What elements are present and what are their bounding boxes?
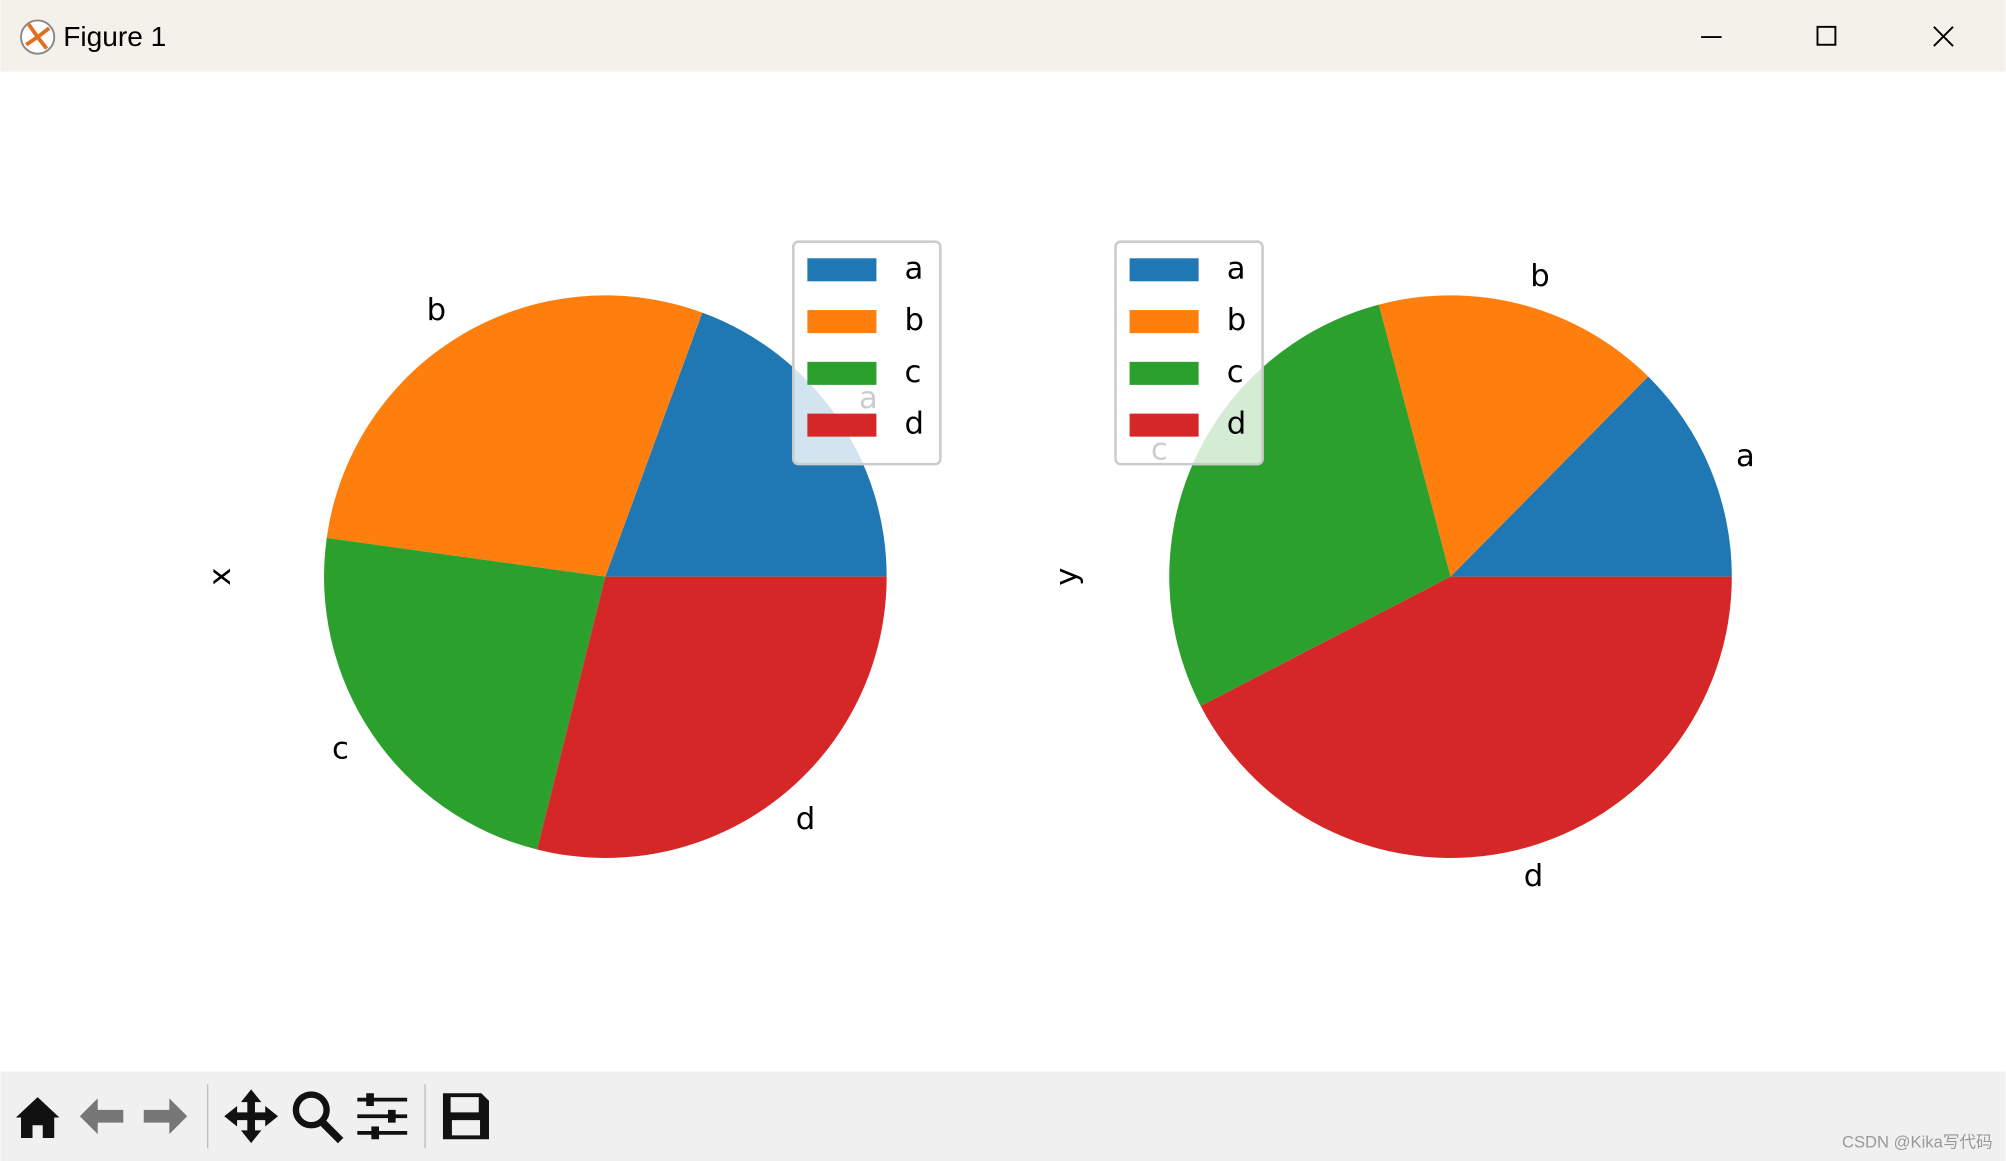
- figure-canvas: abcdxabcdabcdyabcd: [203, 240, 1755, 894]
- legend-swatch: [807, 310, 877, 334]
- maximize-button[interactable]: [1816, 25, 1837, 46]
- legend-label: b: [905, 303, 924, 338]
- pan-button[interactable]: [224, 1089, 279, 1144]
- app-icon: [20, 19, 56, 55]
- legend-swatch: [807, 413, 877, 437]
- slice-label: d: [796, 802, 815, 837]
- legend-label: c: [1227, 355, 1244, 390]
- legend-label: d: [905, 407, 924, 442]
- pie-slice: [1450, 376, 1732, 577]
- pie-slice: [1200, 576, 1732, 858]
- legend-swatch: [1129, 258, 1199, 282]
- legend-label: c: [905, 355, 922, 390]
- title-bar: [0, 0, 2006, 72]
- legend-label: d: [1227, 407, 1246, 442]
- configure-button[interactable]: [357, 1097, 408, 1135]
- slice-label: b: [1530, 259, 1549, 294]
- window-title: Figure 1: [63, 21, 166, 52]
- legend-swatch: [1129, 361, 1199, 385]
- pie-slice: [324, 537, 606, 850]
- slice-label: a: [1736, 439, 1755, 474]
- legend-swatch: [807, 361, 877, 385]
- pie-slice: [537, 576, 887, 858]
- forward-button[interactable]: [143, 1098, 188, 1135]
- toolbar: [0, 1071, 2006, 1161]
- legend-swatch: [1129, 413, 1199, 437]
- pie-slice: [1378, 295, 1649, 577]
- y-axis-label: x: [203, 568, 238, 586]
- legend-box: [1114, 240, 1264, 466]
- legend-box: [792, 240, 942, 466]
- pie-slice: [605, 312, 887, 577]
- save-button[interactable]: [442, 1093, 489, 1140]
- slice-label: c: [332, 731, 349, 766]
- zoom-button[interactable]: [292, 1091, 330, 1129]
- y-axis-label: y: [1050, 568, 1085, 586]
- close-button[interactable]: [1933, 26, 1954, 47]
- home-button[interactable]: [15, 1097, 60, 1138]
- legend-label: a: [905, 251, 924, 286]
- legend-swatch: [1129, 310, 1199, 334]
- slice-label: d: [1524, 859, 1543, 894]
- watermark: CSDN @Kika写代码: [1842, 1132, 1993, 1151]
- toolbar-icons: [15, 1084, 489, 1149]
- legend-swatch: [807, 258, 877, 282]
- slice-label: b: [427, 293, 446, 328]
- legend-label: a: [1227, 251, 1246, 286]
- back-button[interactable]: [79, 1098, 124, 1135]
- legend-label: b: [1227, 303, 1246, 338]
- pie-slice: [326, 295, 703, 577]
